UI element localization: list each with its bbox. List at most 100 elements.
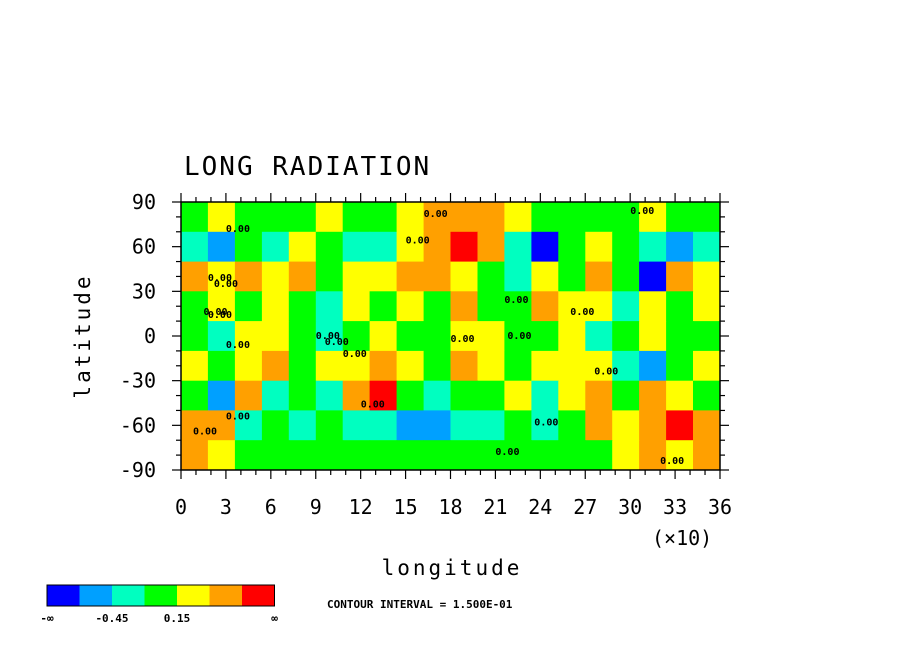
heatmap-cell (450, 410, 479, 441)
heatmap-cell (342, 202, 371, 233)
heatmap-cell (585, 410, 613, 441)
heatmap-cell (342, 410, 371, 441)
heatmap-cell (639, 202, 667, 233)
heatmap-cell (531, 440, 559, 470)
heatmap-cell (450, 440, 479, 470)
x-tick-label: 12 (349, 495, 373, 519)
heatmap-cell (207, 350, 236, 382)
heatmap-cell (261, 321, 290, 352)
heatmap-cell (666, 350, 694, 382)
x-tick-label: 36 (708, 495, 732, 519)
heatmap-cell (558, 231, 586, 263)
heatmap-cell (207, 410, 236, 441)
contour-label: 0.00 (507, 331, 531, 342)
heatmap-cell (531, 350, 559, 382)
heatmap-cell (558, 410, 586, 441)
heatmap-cell (639, 261, 667, 292)
heatmap-cell (531, 380, 559, 412)
heatmap-cell (639, 410, 667, 441)
contour-label: 0.00 (226, 411, 250, 422)
heatmap-cell (288, 261, 317, 292)
contour-label: 0.00 (226, 340, 250, 351)
heatmap-cell (558, 202, 586, 233)
colorbar-frame (46, 584, 275, 607)
heatmap-cell (288, 410, 317, 441)
heatmap-cell (531, 261, 559, 292)
heatmap-cell (423, 380, 452, 412)
heatmap-cell (585, 350, 613, 382)
x-tick-label: 15 (394, 495, 418, 519)
colorbar-swatch (79, 585, 112, 606)
heatmap-cell (477, 410, 505, 441)
heatmap-cell (612, 350, 640, 382)
heatmap-cell (504, 410, 532, 441)
heatmap-cell (181, 410, 209, 441)
heatmap-cell (450, 291, 479, 322)
heatmap-cell (585, 202, 613, 233)
heatmap-cell (342, 350, 371, 382)
heatmap-cell (369, 231, 398, 263)
heatmap-cell (396, 231, 425, 263)
colorbar-label: -∞ (40, 612, 54, 625)
heatmap-cell (423, 202, 452, 233)
heatmap-cell (369, 410, 398, 441)
y-tick-label: 30 (132, 279, 156, 303)
heatmap-cell (450, 350, 479, 382)
colorbar-swatch (47, 585, 80, 606)
heatmap-cell (423, 321, 452, 352)
heatmap-cell (181, 202, 209, 233)
heatmap-cell (288, 380, 317, 412)
heatmap-cell (315, 291, 344, 322)
x-tick-label: 27 (573, 495, 597, 519)
contour-label: 0.00 (594, 367, 618, 378)
heatmap-cell (315, 380, 344, 412)
heatmap-cell (477, 380, 505, 412)
heatmap-cell (315, 410, 344, 441)
heatmap-cell (666, 231, 694, 263)
heatmap-cell (315, 231, 344, 263)
heatmap-cell (504, 440, 532, 470)
heatmap-cell (639, 350, 667, 382)
heatmap-cell (612, 291, 640, 322)
heatmap-cell (315, 202, 344, 233)
heatmap-cell (342, 440, 371, 470)
heatmap-cell (531, 202, 559, 233)
chart-title: LONG RADIATION (184, 152, 431, 182)
heatmap-cell (504, 202, 532, 233)
heatmap-cell (181, 291, 209, 322)
x-tick-label: 21 (483, 495, 507, 519)
heatmap-cell (450, 261, 479, 292)
heatmap-cell (369, 261, 398, 292)
heatmap-cell (207, 380, 236, 412)
contour-label: 0.00 (343, 349, 367, 360)
heatmap-cell (423, 261, 452, 292)
colorbar-label: -0.45 (95, 612, 128, 625)
heatmap-cell (585, 291, 613, 322)
heatmap-cell (207, 261, 236, 292)
heatmap-cell (396, 380, 425, 412)
heatmap-cell (423, 231, 452, 263)
contour-label: 0.00 (504, 295, 528, 306)
heatmap-cell (181, 350, 209, 382)
x-tick-label: 3 (220, 495, 232, 519)
y-axis-label: latitude (71, 273, 95, 398)
heatmap-cell (288, 291, 317, 322)
contour-interval-text: CONTOUR INTERVAL = 1.500E-01 (327, 598, 513, 611)
heatmap-cell (612, 410, 640, 441)
heatmap-cell (558, 350, 586, 382)
heatmap-cell (504, 321, 532, 352)
heatmap-cell (181, 231, 209, 263)
heatmap-cell (234, 380, 263, 412)
colorbar-label: 0.15 (164, 612, 191, 625)
contour-label: 0.00 (495, 447, 519, 458)
heatmap-cell (477, 231, 505, 263)
heatmap-cell (396, 261, 425, 292)
contour-label: 0.00 (316, 331, 340, 342)
heatmap-cell (639, 321, 667, 352)
y-tick-labels: 90 60 30 0 -30 -60 -90 (120, 190, 156, 482)
axis-ticks (172, 193, 729, 479)
heatmap-cell (477, 321, 505, 352)
heatmap-cell (315, 261, 344, 292)
heatmap-cell (369, 202, 398, 233)
heatmap-cell (396, 350, 425, 382)
